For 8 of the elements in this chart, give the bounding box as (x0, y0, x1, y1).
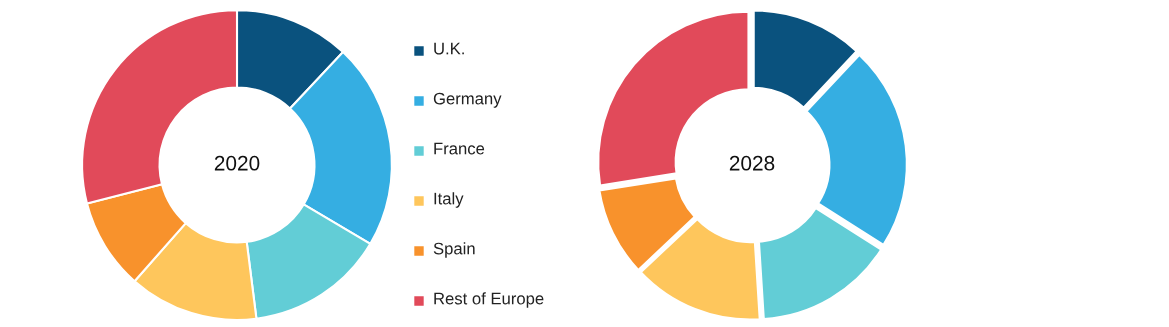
legend-label: France (434, 142, 485, 155)
legend-label: Italy (434, 192, 464, 208)
legend-label: Spain (433, 242, 475, 258)
legend-label: Rest of Europe (434, 292, 544, 308)
text: 2020 (214, 155, 260, 171)
text: 2028 (729, 155, 775, 171)
legend-label: U.K. (434, 42, 464, 55)
legend-label: Germany (433, 92, 502, 108)
